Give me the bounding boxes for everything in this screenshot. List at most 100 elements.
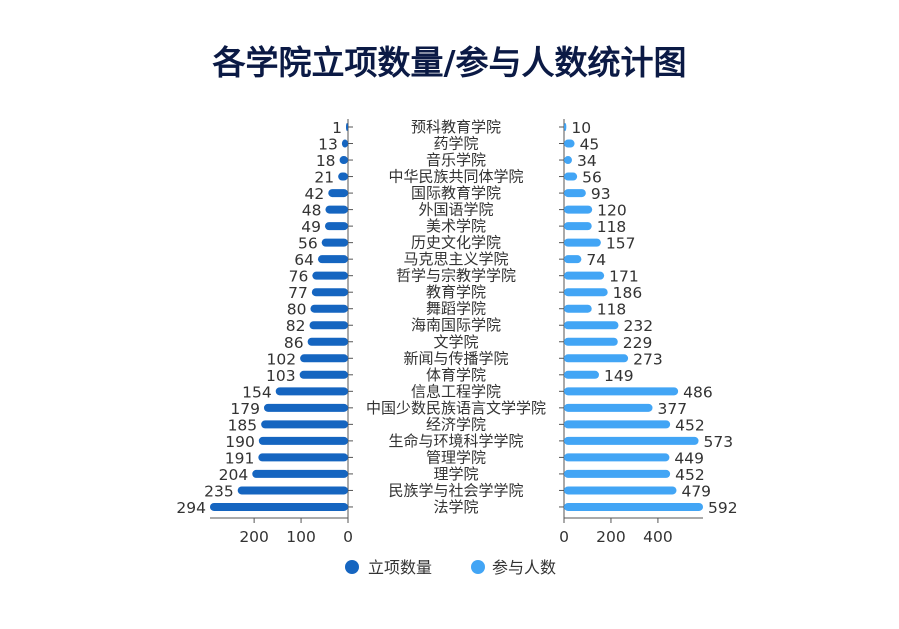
left-value-label: 191 xyxy=(225,449,255,467)
right-bar xyxy=(564,238,601,247)
left-x-tick-label: 200 xyxy=(239,528,269,546)
category-label: 教育学院 xyxy=(426,283,486,301)
left-bar xyxy=(325,205,348,214)
left-value-label: 154 xyxy=(242,383,272,401)
left-bar xyxy=(210,502,348,511)
right-bar xyxy=(564,403,653,412)
left-bar xyxy=(346,123,348,131)
category-label: 美术学院 xyxy=(426,217,486,235)
right-value-label: 486 xyxy=(683,383,713,401)
left-bar xyxy=(325,222,348,231)
right-bar xyxy=(564,271,605,280)
category-label: 经济学院 xyxy=(426,415,486,433)
left-value-label: 86 xyxy=(284,334,304,352)
right-value-label: 10 xyxy=(571,119,591,137)
left-bar xyxy=(258,436,348,445)
right-bar xyxy=(564,354,629,363)
category-label: 理学院 xyxy=(433,465,478,483)
category-label: 中国少数民族语言文学学院 xyxy=(366,399,546,417)
right-value-label: 171 xyxy=(609,268,639,286)
left-value-label: 1 xyxy=(332,119,342,137)
category-label: 体育学院 xyxy=(426,366,486,384)
left-bar xyxy=(317,255,348,264)
left-value-label: 82 xyxy=(286,317,306,335)
left-value-label: 102 xyxy=(267,350,297,368)
right-bar xyxy=(564,189,586,198)
category-label: 历史文化学院 xyxy=(411,234,501,252)
category-label: 舞蹈学院 xyxy=(426,300,486,318)
legend-marker-right xyxy=(471,560,485,574)
left-bar xyxy=(275,387,348,396)
left-value-label: 42 xyxy=(305,185,325,203)
left-value-label: 56 xyxy=(298,235,318,253)
category-label: 海南国际学院 xyxy=(411,316,501,334)
category-label: 中华民族共同体学院 xyxy=(388,168,523,186)
left-bar xyxy=(299,370,348,379)
left-value-label: 103 xyxy=(266,367,296,385)
left-value-label: 204 xyxy=(219,466,249,484)
right-value-label: 45 xyxy=(580,136,600,154)
right-bar xyxy=(564,156,572,165)
right-value-label: 377 xyxy=(658,400,688,418)
right-bar xyxy=(564,172,578,181)
left-bar xyxy=(310,304,348,313)
left-bar xyxy=(307,337,348,346)
left-value-label: 235 xyxy=(204,482,234,500)
left-value-label: 21 xyxy=(314,169,334,187)
category-label: 生命与环境科学学院 xyxy=(388,432,523,450)
left-bar xyxy=(309,321,348,330)
right-value-label: 149 xyxy=(604,367,634,385)
left-value-label: 185 xyxy=(228,416,258,434)
right-bar xyxy=(564,420,671,429)
right-value-label: 232 xyxy=(623,317,653,335)
right-value-label: 449 xyxy=(674,449,704,467)
left-bar xyxy=(311,288,348,297)
category-label: 音乐学院 xyxy=(426,151,486,169)
right-bar xyxy=(564,387,679,396)
category-label: 民族学与社会学学院 xyxy=(388,481,523,499)
left-value-label: 64 xyxy=(294,251,314,269)
right-value-label: 56 xyxy=(582,169,602,187)
left-bar xyxy=(261,420,348,429)
category-label: 信息工程学院 xyxy=(411,382,501,400)
right-bar xyxy=(564,222,592,231)
left-x-tick-label: 100 xyxy=(286,528,316,546)
right-bar xyxy=(564,321,619,330)
category-label: 国际教育学院 xyxy=(411,184,501,202)
left-bar xyxy=(339,156,348,165)
left-value-label: 49 xyxy=(301,218,321,236)
right-value-label: 118 xyxy=(597,218,627,236)
right-bar xyxy=(564,304,592,313)
left-value-label: 190 xyxy=(225,433,255,451)
category-label: 药学院 xyxy=(433,135,478,153)
category-label: 法学院 xyxy=(433,498,478,516)
left-bar xyxy=(312,271,348,280)
left-bar xyxy=(328,189,348,198)
left-value-label: 13 xyxy=(318,136,338,154)
right-value-label: 157 xyxy=(606,235,636,253)
left-bar xyxy=(300,354,348,363)
right-bar xyxy=(564,288,608,297)
left-bar xyxy=(258,453,348,462)
left-bar xyxy=(252,469,348,478)
category-label: 哲学与宗教学学院 xyxy=(396,267,516,285)
left-value-label: 294 xyxy=(176,499,206,517)
right-x-tick-label: 0 xyxy=(559,528,569,546)
category-label: 文学院 xyxy=(433,333,478,351)
category-label: 预科教育学院 xyxy=(411,118,501,136)
right-value-label: 34 xyxy=(577,152,597,170)
right-bar xyxy=(564,486,677,495)
legend-label-left: 立项数量 xyxy=(368,558,432,577)
right-bar xyxy=(564,469,671,478)
category-label: 马克思主义学院 xyxy=(403,250,508,268)
right-bar xyxy=(564,139,575,148)
category-label: 管理学院 xyxy=(426,448,486,466)
category-label: 外国语学院 xyxy=(418,201,493,219)
right-value-label: 229 xyxy=(623,334,653,352)
right-bar xyxy=(564,205,593,214)
legend-marker-left xyxy=(345,560,359,574)
right-value-label: 186 xyxy=(613,284,643,302)
right-value-label: 479 xyxy=(681,482,711,500)
right-value-label: 93 xyxy=(591,185,611,203)
left-value-label: 48 xyxy=(302,202,322,220)
